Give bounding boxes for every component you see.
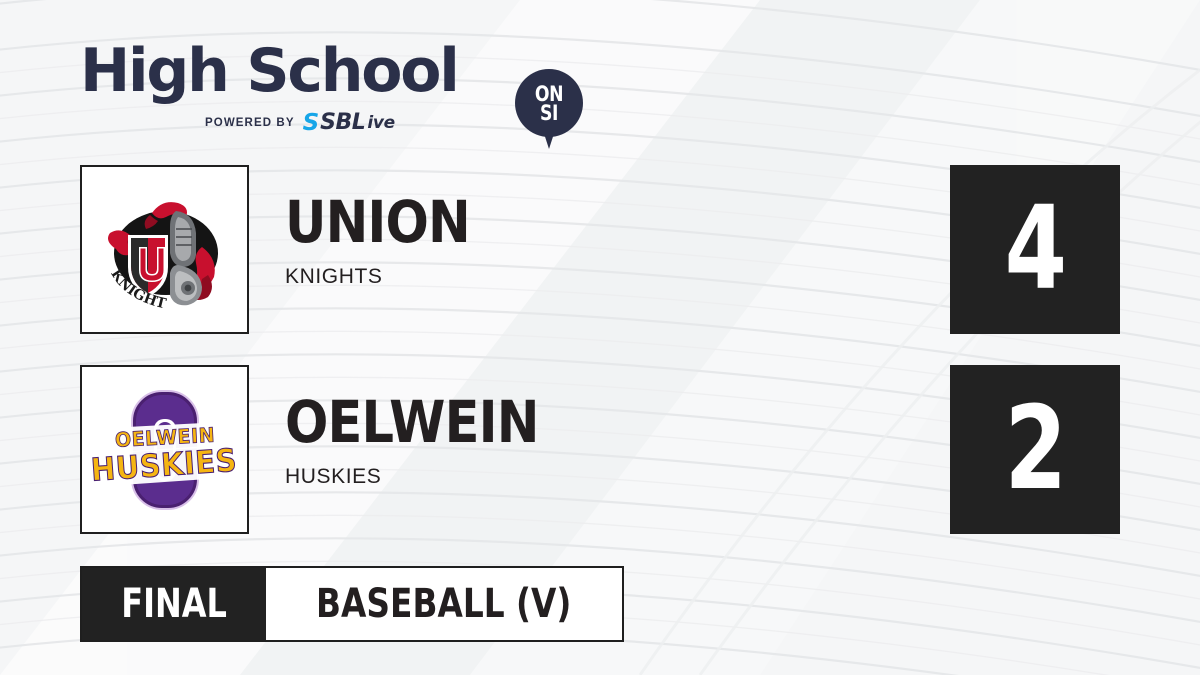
pin-label-on: ON [534,82,564,106]
powered-by-label: POWERED BY [205,117,295,129]
score-value: 2 [1004,382,1067,516]
team-row: OELWEIN HUSKIES OELWEIN HUSKIES 2 [80,365,1120,534]
game-status-bar: FINAL BASEBALL (V) [80,566,624,642]
oelwein-huskies-logo: OELWEIN HUSKIES [90,389,238,510]
team-mascot: KNIGHTS [285,265,383,288]
sport-label-container: BASEBALL (V) [266,568,622,640]
pin-label-si: SI [539,101,558,125]
score-value: 4 [1004,182,1067,316]
team-name: UNION [285,188,471,256]
score-box-union: 4 [950,165,1120,334]
team-logo-box-oelwein: OELWEIN HUSKIES [80,365,249,534]
team-row: KNIGHTS UNION KNIGHTS 4 [80,165,1120,334]
score-box-oelwein: 2 [950,365,1120,534]
brand-wordmark: High School [80,36,460,106]
union-knights-logo: KNIGHTS [90,175,218,312]
status-badge: FINAL [82,568,267,640]
powered-by-lockup: POWERED BY S SBL ive [205,110,396,136]
sblive-name-bold: SBL [320,110,366,135]
team-text-union: UNION KNIGHTS [285,193,495,289]
sblive-s-icon: S [302,110,320,136]
sport-label: BASEBALL (V) [316,581,572,627]
on-si-pin-icon: ON SI [515,69,583,149]
status-state-label: FINAL [121,581,227,627]
team-mascot: HUSKIES [285,465,382,488]
team-name: OELWEIN [285,388,539,456]
team-logo-box-union: KNIGHTS [80,165,249,334]
team-text-oelwein: OELWEIN HUSKIES [285,393,573,489]
pin-circle-shape [515,69,583,137]
sblive-logo: S SBL ive [302,110,396,136]
brand-lockup: High School ON SI POWERED BY S SBL ive [80,36,583,149]
sblive-name-italic: ive [367,113,395,133]
